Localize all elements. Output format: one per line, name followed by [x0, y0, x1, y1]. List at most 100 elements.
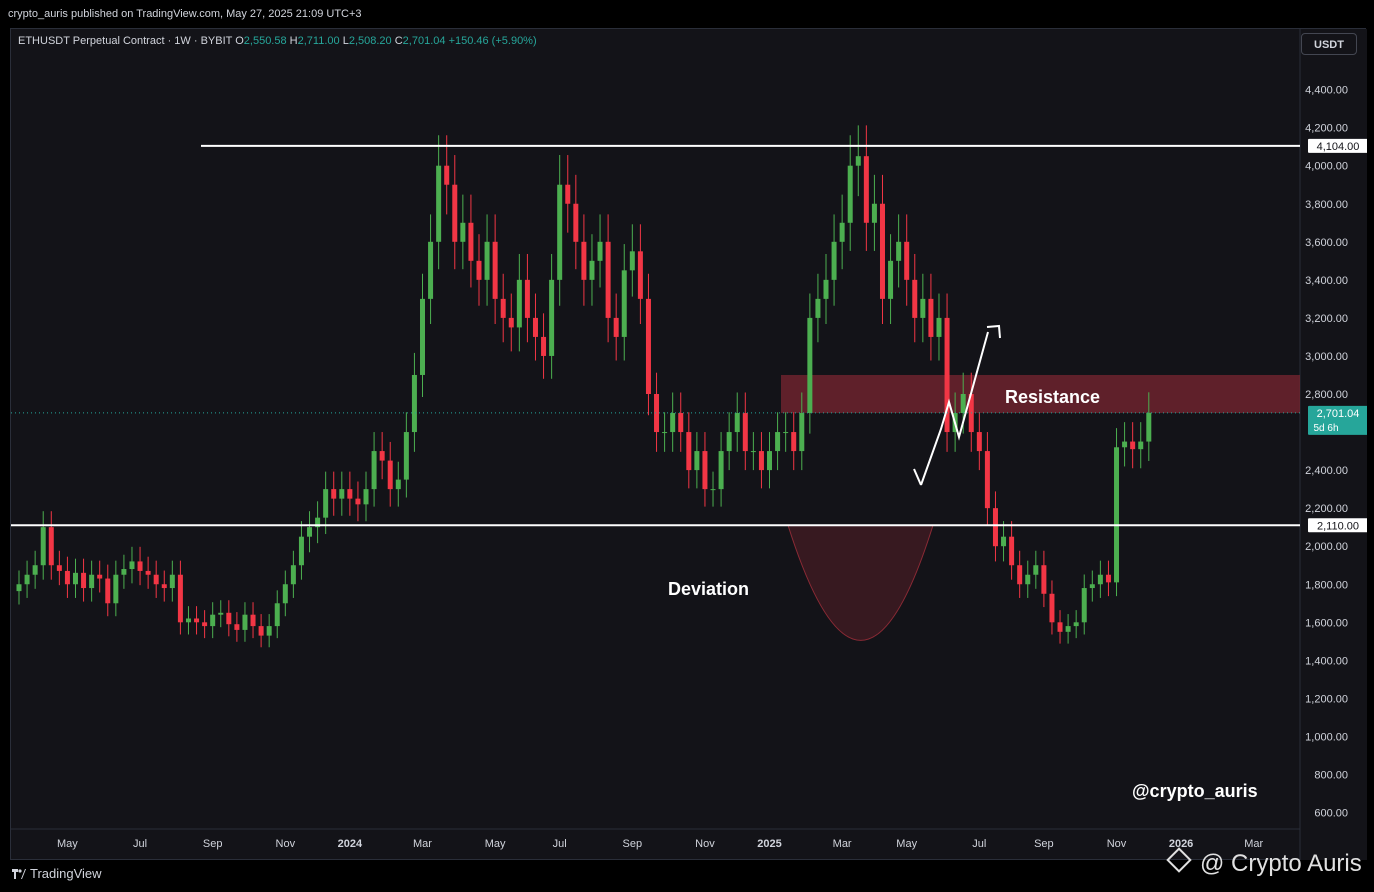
candle-body — [847, 165, 853, 223]
projection-path — [920, 331, 989, 486]
y-tick-label: 600.00 — [1314, 808, 1348, 820]
candle-body — [726, 432, 732, 452]
candle-body — [105, 578, 111, 604]
candle-body — [516, 279, 522, 328]
candle-body — [379, 451, 385, 461]
candle-body — [1138, 441, 1144, 450]
candle-body — [266, 626, 272, 636]
open-value: 2,550.58 — [243, 35, 287, 47]
candle-body — [1041, 565, 1047, 594]
candle-body — [1073, 622, 1079, 627]
x-tick-label: 2026 — [1169, 838, 1193, 850]
candle-body — [976, 432, 982, 452]
candle-body — [758, 451, 764, 471]
candle-body — [274, 603, 280, 627]
candle-body — [944, 317, 950, 433]
watermark-text: @ Crypto Auris — [1200, 850, 1362, 877]
candle-body — [436, 165, 442, 242]
y-tick-label: 4,000.00 — [1305, 161, 1348, 173]
candle-body — [605, 241, 611, 318]
candle-body — [72, 572, 78, 585]
bottom-bar — [0, 860, 1374, 892]
close-value: 2,701.04 — [402, 35, 446, 47]
candle-body — [928, 298, 934, 337]
open-label: O — [235, 35, 244, 47]
candle-body — [242, 614, 248, 630]
candle-body — [524, 279, 530, 318]
tradingview-label: TradingView — [30, 866, 102, 881]
candle-body — [218, 612, 224, 615]
candle-body — [298, 536, 304, 566]
candle-body — [185, 618, 191, 623]
candle-body — [428, 241, 434, 299]
candle-body — [710, 489, 716, 491]
publisher-text: crypto_auris published on TradingView.co… — [8, 8, 362, 20]
candlestick-chart[interactable]: Resistance Deviation @crypto_auris 4,400.00… — [11, 29, 1367, 861]
candle-body — [1122, 441, 1128, 448]
candle-body — [670, 413, 676, 433]
x-tick-label: Mar — [833, 838, 852, 850]
candle-body — [904, 241, 910, 280]
candle-body — [645, 298, 651, 394]
currency-button[interactable]: USDT — [1301, 33, 1357, 55]
last-price-countdown: 5d 6h — [1313, 423, 1338, 434]
candle-body — [64, 570, 70, 585]
y-tick-label: 1,600.00 — [1305, 617, 1348, 629]
tradingview-logo[interactable]: TradingView — [12, 866, 102, 881]
y-tick-label: 3,000.00 — [1305, 351, 1348, 363]
candle-body — [532, 317, 538, 337]
candle-body — [307, 527, 313, 537]
candle-body — [484, 241, 490, 280]
y-tick-label: 4,200.00 — [1305, 123, 1348, 135]
candle-body — [920, 298, 926, 318]
y-tick-label: 800.00 — [1314, 770, 1348, 782]
candle-body — [936, 317, 942, 337]
candle-body — [460, 222, 466, 242]
candle-body — [1089, 584, 1095, 589]
level-tag-bg — [1308, 518, 1367, 533]
candle-body — [992, 508, 998, 547]
x-tick-label: Jul — [133, 838, 147, 850]
candle-body — [702, 451, 708, 490]
candle-body — [16, 584, 22, 592]
symbol-legend: ETHUSDT Perpetual Contract · 1W · BYBIT … — [18, 35, 537, 47]
candle-body — [1130, 441, 1136, 450]
resistance-zone — [781, 374, 1300, 414]
candle-body — [549, 279, 555, 356]
candle-body — [581, 241, 587, 280]
price-axis-bg — [1300, 29, 1367, 861]
candle-body — [1057, 622, 1063, 632]
candle-body — [48, 527, 54, 566]
x-tick-label: Sep — [203, 838, 223, 850]
candle-body — [718, 451, 724, 490]
candle-body — [637, 251, 643, 299]
candle-body — [129, 561, 135, 570]
candle-body — [839, 222, 845, 242]
candle-body — [597, 241, 603, 261]
candle-body — [662, 432, 668, 434]
y-tick-label: 1,200.00 — [1305, 693, 1348, 705]
candle-body — [654, 394, 660, 433]
candle-body — [855, 156, 861, 166]
candle-body — [613, 317, 619, 337]
candle-body — [411, 374, 417, 433]
last-price-tag-label: 2,701.04 — [1317, 408, 1360, 420]
candle-body — [621, 270, 627, 337]
deviation-label: Deviation — [668, 579, 749, 599]
projection-arrowhead — [986, 324, 1001, 339]
close-label: C — [394, 35, 403, 47]
candle-body — [573, 203, 579, 242]
x-tick-label: Nov — [1107, 838, 1127, 850]
chart-pane[interactable]: Resistance Deviation @crypto_auris 4,400.00… — [10, 28, 1367, 861]
candle-body — [476, 260, 482, 280]
last-price-tag-bg — [1308, 405, 1367, 435]
candle-body — [823, 279, 829, 299]
candle-body — [339, 489, 345, 499]
candle-body — [153, 574, 159, 585]
candle-body — [1114, 447, 1120, 583]
x-tick-label: May — [896, 838, 917, 850]
symbol-name: ETHUSDT Perpetual Contract · 1W · BYBIT — [18, 35, 233, 47]
level-tag-bg — [1308, 138, 1367, 153]
x-tick-label: Jul — [553, 838, 567, 850]
tradingview-logo-icon — [12, 869, 26, 879]
